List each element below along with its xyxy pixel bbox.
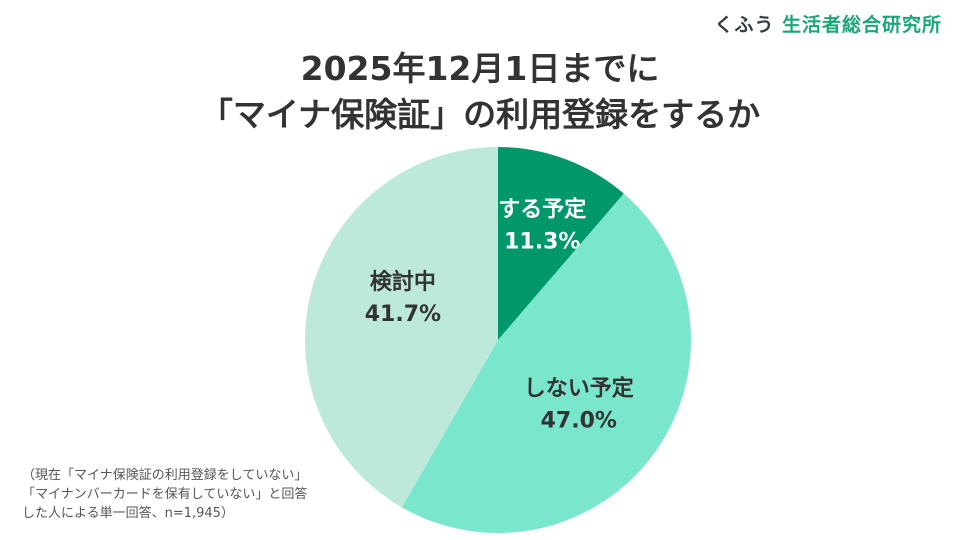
brand-name: 生活者総合研究所 — [781, 14, 942, 36]
chart-title-line1: 2025年12月1日までに — [300, 49, 660, 88]
survey-note-line2: 「マイナンバーカードを保有していない」と回答 — [22, 487, 308, 502]
pie-slice — [401, 193, 691, 533]
slice-label: 検討中 41.7% — [365, 269, 441, 327]
slice-label-name: 検討中 — [370, 269, 436, 295]
slice-label-name: しない予定 — [524, 376, 634, 402]
pie-slice — [498, 147, 624, 340]
brand-logo: くふう 生活者総合研究所 — [714, 10, 942, 37]
chart-title-line2: 「マイナ保険証」の利用登録をするか — [199, 95, 761, 134]
slice-label-value: 11.3% — [504, 230, 580, 255]
survey-note: （現在「マイナ保険証の利用登録をしていない」 「マイナンバーカードを保有していな… — [22, 466, 307, 523]
slice-label-name: する予定 — [498, 197, 586, 223]
slice-label: する予定 11.3% — [498, 197, 586, 255]
survey-note-line3: した人による単一回答、n=1,945） — [22, 506, 234, 521]
chart-title: 2025年12月1日までに 「マイナ保険証」の利用登録をするか — [0, 46, 960, 138]
brand-prefix: くふう — [714, 14, 775, 36]
pie-slice — [305, 147, 498, 508]
slice-label: しない予定 47.0% — [524, 376, 634, 434]
slice-label-value: 41.7% — [365, 302, 441, 327]
survey-note-line1: （現在「マイナ保険証の利用登録をしていない」 — [22, 468, 308, 483]
slice-label-value: 47.0% — [541, 409, 617, 434]
